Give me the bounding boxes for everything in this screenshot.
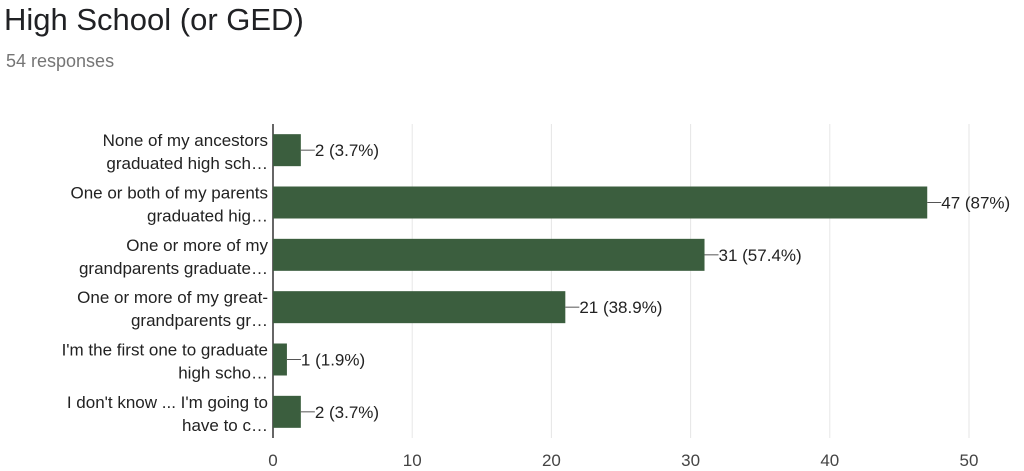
category-label: have to c… [182, 416, 268, 435]
bar [273, 186, 928, 219]
bar [273, 291, 566, 324]
response-count: 54 responses [6, 51, 115, 71]
category-label: high scho… [178, 364, 268, 383]
category-label: graduated high sch… [106, 154, 268, 173]
category-label: I don't know ... I'm going to [67, 393, 268, 412]
category-label: I'm the first one to graduate [62, 341, 268, 360]
category-label: One or both of my parents [71, 184, 269, 203]
question-title: High School (or GED) [4, 2, 304, 37]
x-tick-label: 30 [681, 451, 700, 470]
category-label: One or more of my [126, 236, 268, 255]
x-tick-label: 10 [403, 451, 422, 470]
category-label: One or more of my great- [77, 288, 268, 307]
x-tick-label: 50 [960, 451, 979, 470]
bar [273, 395, 301, 428]
x-tick-label: 40 [820, 451, 839, 470]
data-label: 21 (38.9%) [579, 298, 662, 317]
category-label: graduated hig… [147, 207, 268, 226]
data-label: 47 (87%) [941, 194, 1010, 213]
bar [273, 238, 705, 271]
x-tick-label: 20 [542, 451, 561, 470]
data-label: 2 (3.7%) [315, 403, 379, 422]
bar [273, 343, 287, 376]
category-label: None of my ancestors [103, 131, 268, 150]
category-label: grandparents graduate… [79, 259, 268, 278]
data-label: 2 (3.7%) [315, 141, 379, 160]
data-label: 31 (57.4%) [719, 246, 802, 265]
bar [273, 134, 301, 167]
data-label: 1 (1.9%) [301, 351, 365, 370]
x-tick-label: 0 [268, 451, 277, 470]
category-label: grandparents gr… [131, 311, 268, 330]
